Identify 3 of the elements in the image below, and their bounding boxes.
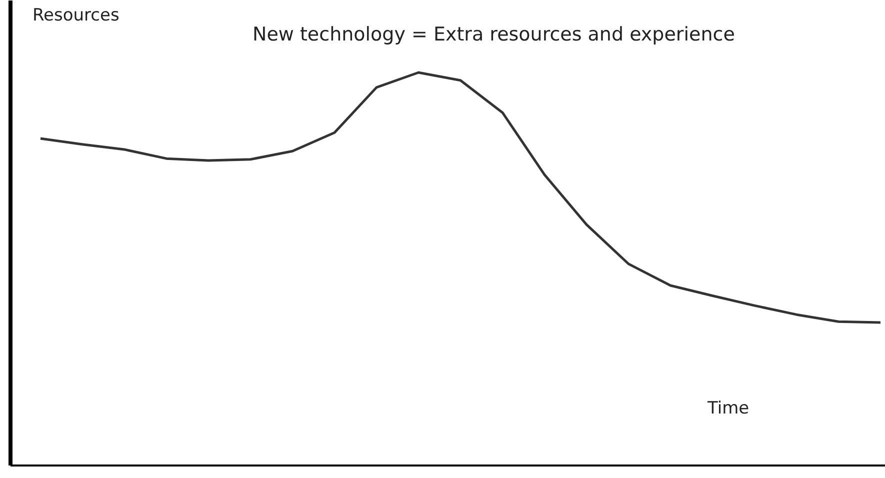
chart-title: New technology = Extra resources and experience xyxy=(252,24,735,46)
y-axis-title: Resources xyxy=(32,6,120,26)
x-axis-title: Time xyxy=(706,398,750,418)
